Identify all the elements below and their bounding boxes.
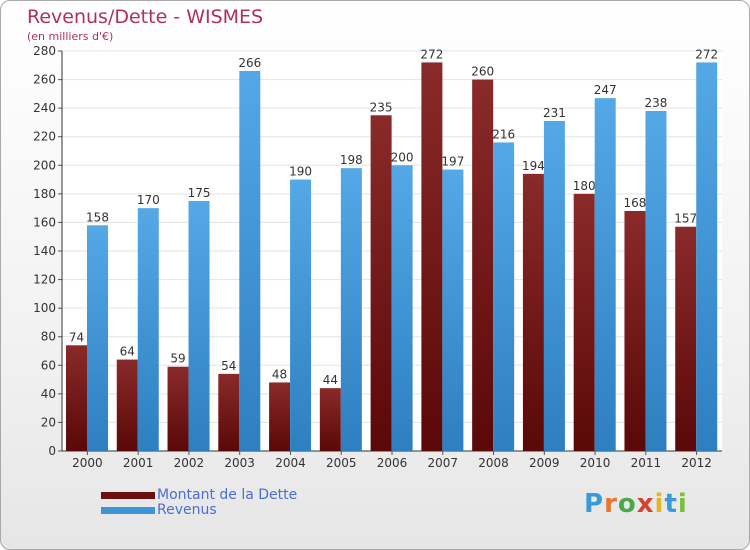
bar-dette [319, 388, 341, 451]
data-label-dette: 54 [221, 359, 236, 373]
data-label-revenus: 266 [238, 56, 261, 70]
bar-dette [675, 226, 697, 451]
logo-letter: P [584, 489, 605, 519]
data-label-revenus: 158 [86, 210, 109, 224]
legend-swatch-revenus [101, 507, 155, 514]
data-label-dette: 59 [170, 352, 185, 366]
x-tick-label: 2010 [580, 456, 611, 470]
bar-revenus [188, 201, 210, 451]
bar-revenus [391, 165, 413, 452]
legend-item-revenus: Revenus [101, 503, 297, 518]
logo-letter: i [654, 489, 665, 519]
proxiti-logo: Proxiti [584, 489, 688, 519]
y-tick-label: 180 [33, 187, 56, 201]
bar-dette [167, 366, 189, 451]
bar-dette [66, 345, 87, 451]
y-tick-label: 80 [41, 330, 56, 344]
bar-revenus [290, 179, 312, 452]
y-tick-label: 260 [33, 73, 56, 87]
bar-revenus [87, 225, 108, 451]
bar-dette [218, 373, 240, 451]
data-label-dette: 260 [471, 65, 494, 79]
y-tick-label: 220 [33, 130, 56, 144]
x-tick-label: 2000 [72, 456, 103, 470]
logo-letter: r [604, 489, 618, 519]
x-tick-label: 2005 [326, 456, 357, 470]
y-tick-label: 40 [41, 387, 56, 401]
y-tick-label: 160 [33, 215, 56, 229]
bar-revenus [137, 208, 159, 451]
data-label-revenus: 198 [340, 153, 363, 167]
logo-letter: x [636, 489, 655, 519]
data-label-revenus: 190 [289, 165, 312, 179]
bar-dette [269, 382, 291, 451]
y-tick-label: 140 [33, 244, 56, 258]
bar-revenus [645, 111, 667, 451]
data-label-revenus: 272 [695, 47, 718, 61]
chart-title: Revenus/Dette - WISMES [27, 6, 264, 28]
data-label-revenus: 200 [391, 150, 414, 164]
bar-dette [116, 359, 138, 451]
y-tick-label: 0 [48, 444, 56, 458]
y-tick-label: 120 [33, 273, 56, 287]
x-tick-label: 2011 [631, 456, 662, 470]
logo-letter: t [664, 489, 678, 519]
x-tick-label: 2007 [427, 456, 458, 470]
y-tick-label: 200 [33, 158, 56, 172]
bar-revenus [543, 121, 565, 451]
data-label-dette: 74 [69, 330, 84, 344]
data-label-dette: 180 [573, 179, 596, 193]
x-tick-label: 2002 [174, 456, 205, 470]
x-tick-label: 2001 [123, 456, 154, 470]
x-tick-label: 2003 [224, 456, 255, 470]
y-tick-label: 20 [41, 415, 56, 429]
data-label-dette: 44 [323, 373, 338, 387]
bar-revenus [594, 98, 616, 452]
bar-revenus [340, 168, 362, 451]
data-label-dette: 194 [522, 159, 545, 173]
bar-dette [370, 115, 392, 452]
bar-revenus [442, 169, 464, 452]
x-tick-label: 2009 [529, 456, 560, 470]
bar-dette [472, 79, 494, 452]
legend-label-revenus: Revenus [157, 502, 217, 518]
y-tick-label: 100 [33, 301, 56, 315]
logo-letter: i [677, 489, 688, 519]
legend-swatch-dette [101, 492, 155, 499]
bar-dette [624, 211, 646, 451]
bar-dette [522, 173, 544, 451]
y-tick-label: 60 [41, 358, 56, 372]
x-tick-label: 2012 [681, 456, 712, 470]
bar-dette [573, 193, 595, 451]
bar-dette [421, 62, 443, 452]
legend-label-dette: Montant de la Dette [157, 487, 298, 503]
bar-revenus [696, 62, 718, 452]
data-label-revenus: 238 [645, 96, 668, 110]
x-tick-label: 2008 [478, 456, 509, 470]
data-label-dette: 64 [120, 345, 135, 359]
data-label-dette: 272 [420, 47, 443, 61]
x-tick-label: 2004 [275, 456, 306, 470]
data-label-dette: 168 [624, 196, 647, 210]
y-tick-label: 240 [33, 101, 56, 115]
legend-item-dette: Montant de la Dette [101, 488, 297, 503]
bar-revenus [493, 142, 515, 451]
chart-subtitle: (en milliers d'€) [27, 30, 114, 43]
data-label-revenus: 170 [137, 193, 160, 207]
logo-letter: o [617, 489, 637, 519]
data-label-revenus: 216 [492, 127, 515, 141]
data-label-dette: 235 [370, 100, 393, 114]
data-label-revenus: 231 [543, 106, 566, 120]
bar-revenus [239, 71, 261, 451]
data-label-revenus: 175 [188, 186, 211, 200]
data-label-dette: 157 [674, 212, 697, 226]
y-tick-label: 280 [33, 44, 56, 58]
data-label-revenus: 247 [594, 83, 617, 97]
x-tick-label: 2006 [377, 456, 408, 470]
chart-legend: Montant de la Dette Revenus [101, 488, 297, 518]
data-label-dette: 48 [272, 367, 287, 381]
data-label-revenus: 197 [441, 155, 464, 169]
